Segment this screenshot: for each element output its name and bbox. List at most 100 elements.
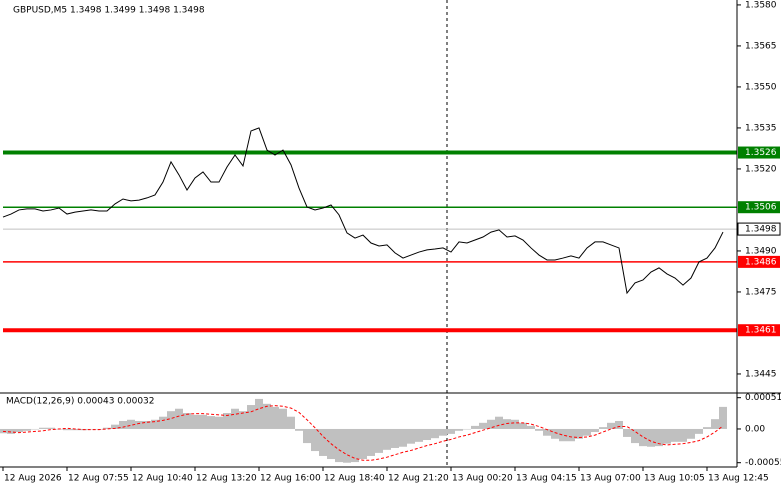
macd-bar [407,428,415,444]
y-tick-label: 1.3535 [745,123,777,133]
macd-bar [47,427,55,429]
macd-bar [263,403,271,429]
macd-bar [511,419,519,429]
macd-bar [447,428,455,434]
macd-bar [655,428,663,447]
x-tick-label: 12 Aug 07:55 [68,474,129,484]
macd-bar [87,428,95,430]
macd-bar [359,428,367,460]
macd-bar [543,428,551,436]
y-tick-label: 1.3580 [745,0,777,10]
macd-bar [287,416,295,429]
macd-bar [399,428,407,447]
macd-bar [599,427,607,429]
macd-bar [567,428,575,442]
macd-bar [343,428,351,463]
level-label: 1.3506 [745,203,777,213]
level-label: 1.3526 [745,148,777,158]
x-tick-label: 13 Aug 07:00 [580,474,641,484]
level-label-box [738,324,780,337]
macd-bar [471,425,479,429]
macd-bar [527,425,535,429]
macd-bar [191,414,199,429]
macd-bar [247,405,255,429]
macd-bar [295,428,303,431]
macd-bar [151,419,159,429]
macd-bar [647,428,655,447]
macd-bar [431,428,439,439]
macd-bar [255,398,263,429]
macd-bar [663,428,671,444]
macd-bar [583,428,591,436]
level-label-box [738,146,780,159]
macd-bar [175,408,183,429]
macd-bar [71,428,79,431]
level-label-box [738,201,780,214]
y-tick-label: 0.00051 [745,393,781,403]
level-label-box [738,255,780,268]
macd-bar [215,416,223,429]
macd-bar [199,414,207,429]
current-price-label: 1.3498 [745,225,777,235]
macd-bar [495,416,503,429]
y-tick-label: -0.00055 [745,458,781,468]
macd-bar [239,411,247,429]
current-price-box [737,222,781,236]
macd-bar [23,428,31,431]
x-tick-label: 12 Aug 18:40 [324,474,385,484]
macd-title: MACD(12,26,9) 0.00043 0.00032 [6,397,155,407]
macd-bar [607,422,615,429]
macd-bar [183,413,191,429]
macd-bar [519,422,527,429]
x-tick-label: 12 Aug 16:00 [260,474,321,484]
macd-bar [375,428,383,453]
x-tick-label: 12 Aug 13:20 [196,474,257,484]
macd-bar [207,416,215,429]
level-label: 1.3461 [745,326,777,336]
macd-bar [39,427,47,429]
macd-bar [671,428,679,442]
macd-bar [135,420,143,429]
macd-bar [7,428,15,434]
x-tick-label: 12 Aug 21:20 [388,474,449,484]
macd-bar [391,428,399,448]
y-tick-label: 1.3520 [745,164,777,174]
macd-bar [423,428,431,441]
macd-bar [223,413,231,429]
macd-bar [31,428,39,430]
macd-bar [303,428,311,444]
macd-bar [167,411,175,429]
y-tick-label: 1.3490 [745,246,777,256]
macd-bar [455,428,463,431]
macd-bar [695,428,703,434]
macd-bar [231,408,239,429]
y-tick-label: 0.00 [745,424,765,434]
macd-bar [639,428,647,447]
macd-bar [719,406,727,429]
macd-bar [615,420,623,429]
macd-bar [279,408,287,429]
macd-bar [159,416,167,429]
macd-bar [111,424,119,429]
macd-bar [143,420,151,429]
macd-bar [703,427,711,429]
chart-title: GBPUSD,M5 1.3498 1.3499 1.3498 1.3498 [13,6,205,16]
macd-bar [551,428,559,439]
macd-bar [127,419,135,429]
macd-bar [503,419,511,429]
x-tick-label: 13 Aug 00:20 [452,474,513,484]
x-tick-label: 13 Aug 12:45 [708,474,769,484]
macd-bar [559,428,567,442]
macd-bar [623,428,631,437]
macd-bar [479,422,487,429]
macd-bar [487,419,495,429]
macd-bar [439,428,447,436]
x-tick-label: 13 Aug 10:05 [644,474,705,484]
macd-bar [687,428,695,439]
macd-bar [383,428,391,450]
macd-bar [319,428,327,456]
macd-bar [591,428,599,433]
macd-bar [103,427,111,429]
